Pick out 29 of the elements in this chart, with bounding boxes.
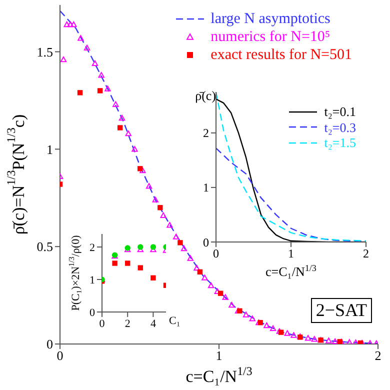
y-tick-label: 1 — [203, 180, 209, 195]
y-tick-label: 0.5 — [36, 239, 53, 254]
x-tick-label: 1 — [288, 246, 294, 261]
legend-label: t₂=1.5 — [324, 135, 356, 150]
x-tick-label: 0 — [56, 348, 64, 364]
y-tick-label: 0 — [46, 336, 53, 352]
x-tick-label: 2 — [374, 348, 382, 364]
y-tick-label: 1 — [46, 142, 53, 157]
y-tick-label: 1 — [90, 274, 95, 286]
y-axis-title: ρ̄(c) — [195, 88, 216, 103]
y-tick-label: 0 — [203, 235, 209, 250]
x-tick-label: 2 — [124, 318, 130, 330]
x-tick-label: 4 — [150, 318, 156, 330]
x-axis-title: c=C₁/N$^{1/3}$ — [266, 263, 317, 279]
x-axis-title: C₁ — [169, 315, 180, 327]
legend-label: t₂=0.1 — [324, 104, 356, 119]
x-tick-label: 0 — [99, 318, 106, 330]
x-axis-title: c=C₁/N$^{1/3}$ — [186, 364, 252, 386]
y-tick-label: 1.5 — [36, 44, 53, 60]
x-tick-label: 2 — [363, 246, 369, 261]
legend-label: t₂=0.3 — [324, 120, 356, 135]
y-tick-label: 0 — [90, 306, 96, 319]
legend-label: large N asymptotics — [210, 11, 330, 27]
legend-label: numerics for N=10⁵ — [210, 29, 330, 45]
legend-label: exact results for N=501 — [210, 47, 352, 63]
annotation: 2−SAT — [316, 300, 367, 320]
x-tick-label: 0 — [213, 246, 219, 261]
x-tick-label: 1 — [216, 348, 222, 364]
y-tick-label: 2 — [203, 126, 209, 140]
